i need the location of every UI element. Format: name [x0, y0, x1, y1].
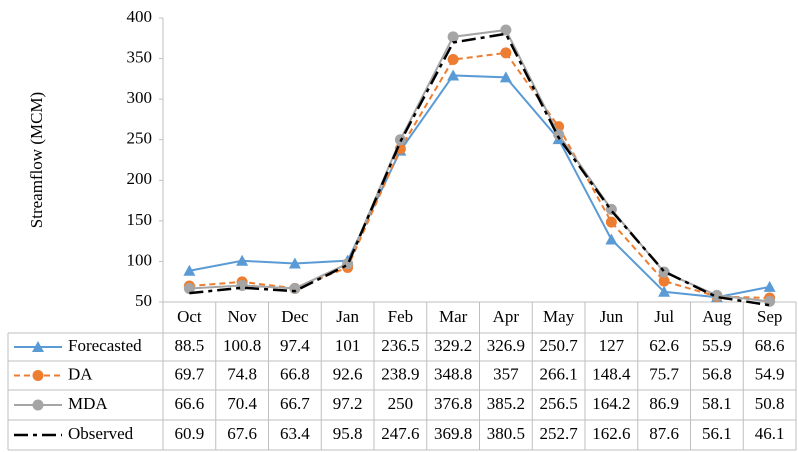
- y-tick-label: 250: [127, 129, 153, 148]
- table-value: 54.9: [755, 364, 785, 383]
- table-value: 86.9: [649, 394, 679, 413]
- table-value: 329.2: [434, 336, 472, 355]
- x-tick-label: Apr: [493, 307, 520, 326]
- table-value: 95.8: [333, 424, 363, 443]
- table-value: 92.6: [333, 364, 363, 383]
- table-value: 266.1: [540, 364, 578, 383]
- x-tick-label: May: [543, 307, 575, 326]
- marker: [236, 254, 249, 266]
- table-value: 67.6: [227, 424, 257, 443]
- table-value: 55.9: [702, 336, 732, 355]
- marker: [763, 280, 776, 292]
- table-value: 75.7: [649, 364, 679, 383]
- x-tick-label: Oct: [177, 307, 202, 326]
- marker: [183, 264, 196, 276]
- table-value: 357: [493, 364, 519, 383]
- table-value: 252.7: [540, 424, 579, 443]
- y-axis-label: Streamflow (MCM): [27, 92, 46, 228]
- table-value: 380.5: [487, 424, 525, 443]
- legend-marker: [32, 370, 44, 381]
- table-value: 97.4: [280, 336, 310, 355]
- y-tick-label: 300: [127, 88, 153, 107]
- table-value: 62.6: [649, 336, 679, 355]
- table-value: 247.6: [381, 424, 419, 443]
- legend-label: DA: [68, 364, 93, 383]
- table-value: 100.8: [223, 336, 261, 355]
- legend-label: Forecasted: [68, 336, 142, 355]
- marker: [288, 257, 301, 269]
- x-tick-label: Aug: [702, 307, 732, 326]
- marker: [658, 285, 671, 297]
- table-value: 238.9: [381, 364, 419, 383]
- legend-label: MDA: [68, 394, 108, 413]
- table-value: 369.8: [434, 424, 472, 443]
- table-value: 376.8: [434, 394, 472, 413]
- table-value: 69.7: [175, 364, 205, 383]
- table-value: 66.8: [280, 364, 310, 383]
- y-tick-label: 400: [127, 7, 153, 26]
- y-tick-label: 350: [127, 47, 153, 66]
- x-tick-label: Sep: [757, 307, 783, 326]
- table-value: 162.6: [592, 424, 630, 443]
- table-value: 63.4: [280, 424, 310, 443]
- marker: [447, 69, 460, 81]
- x-tick-label: Nov: [227, 307, 257, 326]
- y-tick-label: 150: [127, 210, 153, 229]
- table-value: 66.6: [175, 394, 205, 413]
- table-value: 250.7: [540, 336, 579, 355]
- table-value: 88.5: [175, 336, 205, 355]
- marker: [183, 283, 195, 295]
- marker: [605, 216, 617, 228]
- table-value: 97.2: [333, 394, 363, 413]
- series-line: [189, 32, 770, 307]
- marker: [500, 24, 512, 36]
- table-value: 256.5: [540, 394, 578, 413]
- marker: [447, 54, 459, 66]
- table-value: 127: [599, 336, 625, 355]
- marker: [499, 71, 512, 83]
- x-tick-label: Jul: [654, 307, 674, 326]
- table-value: 50.8: [755, 394, 785, 413]
- table-value: 74.8: [227, 364, 257, 383]
- table-value: 70.4: [227, 394, 257, 413]
- marker: [500, 47, 512, 59]
- legend-label: Observed: [68, 424, 134, 443]
- marker: [605, 233, 618, 245]
- table-value: 60.9: [175, 424, 205, 443]
- table-value: 58.1: [702, 394, 732, 413]
- table-value: 46.1: [755, 424, 785, 443]
- table-value: 101: [335, 336, 361, 355]
- y-tick-label: 100: [127, 250, 153, 269]
- x-tick-label: Jun: [600, 307, 624, 326]
- series-line: [189, 28, 770, 303]
- table-value: 236.5: [381, 336, 419, 355]
- marker: [658, 275, 670, 287]
- table-value: 164.2: [592, 394, 630, 413]
- series-line: [189, 74, 770, 299]
- table-value: 68.6: [755, 336, 785, 355]
- table-value: 148.4: [592, 364, 631, 383]
- x-tick-label: Feb: [388, 307, 414, 326]
- table-value: 348.8: [434, 364, 472, 383]
- series-line: [189, 51, 770, 300]
- table-value: 250: [388, 394, 414, 413]
- marker: [553, 128, 565, 140]
- table-value: 66.7: [280, 394, 310, 413]
- table-value: 56.1: [702, 424, 732, 443]
- y-tick-label: 200: [127, 169, 153, 188]
- marker: [447, 31, 459, 43]
- y-tick-label: 50: [135, 291, 152, 310]
- table-value: 56.8: [702, 364, 732, 383]
- table-value: 326.9: [487, 336, 525, 355]
- marker: [658, 266, 670, 278]
- table-value: 87.6: [649, 424, 679, 443]
- table-value: 385.2: [487, 394, 525, 413]
- legend-marker: [32, 341, 44, 352]
- legend-marker: [32, 399, 44, 411]
- x-tick-label: Mar: [439, 307, 468, 326]
- x-tick-label: Jan: [336, 307, 359, 326]
- x-tick-label: Dec: [281, 307, 309, 326]
